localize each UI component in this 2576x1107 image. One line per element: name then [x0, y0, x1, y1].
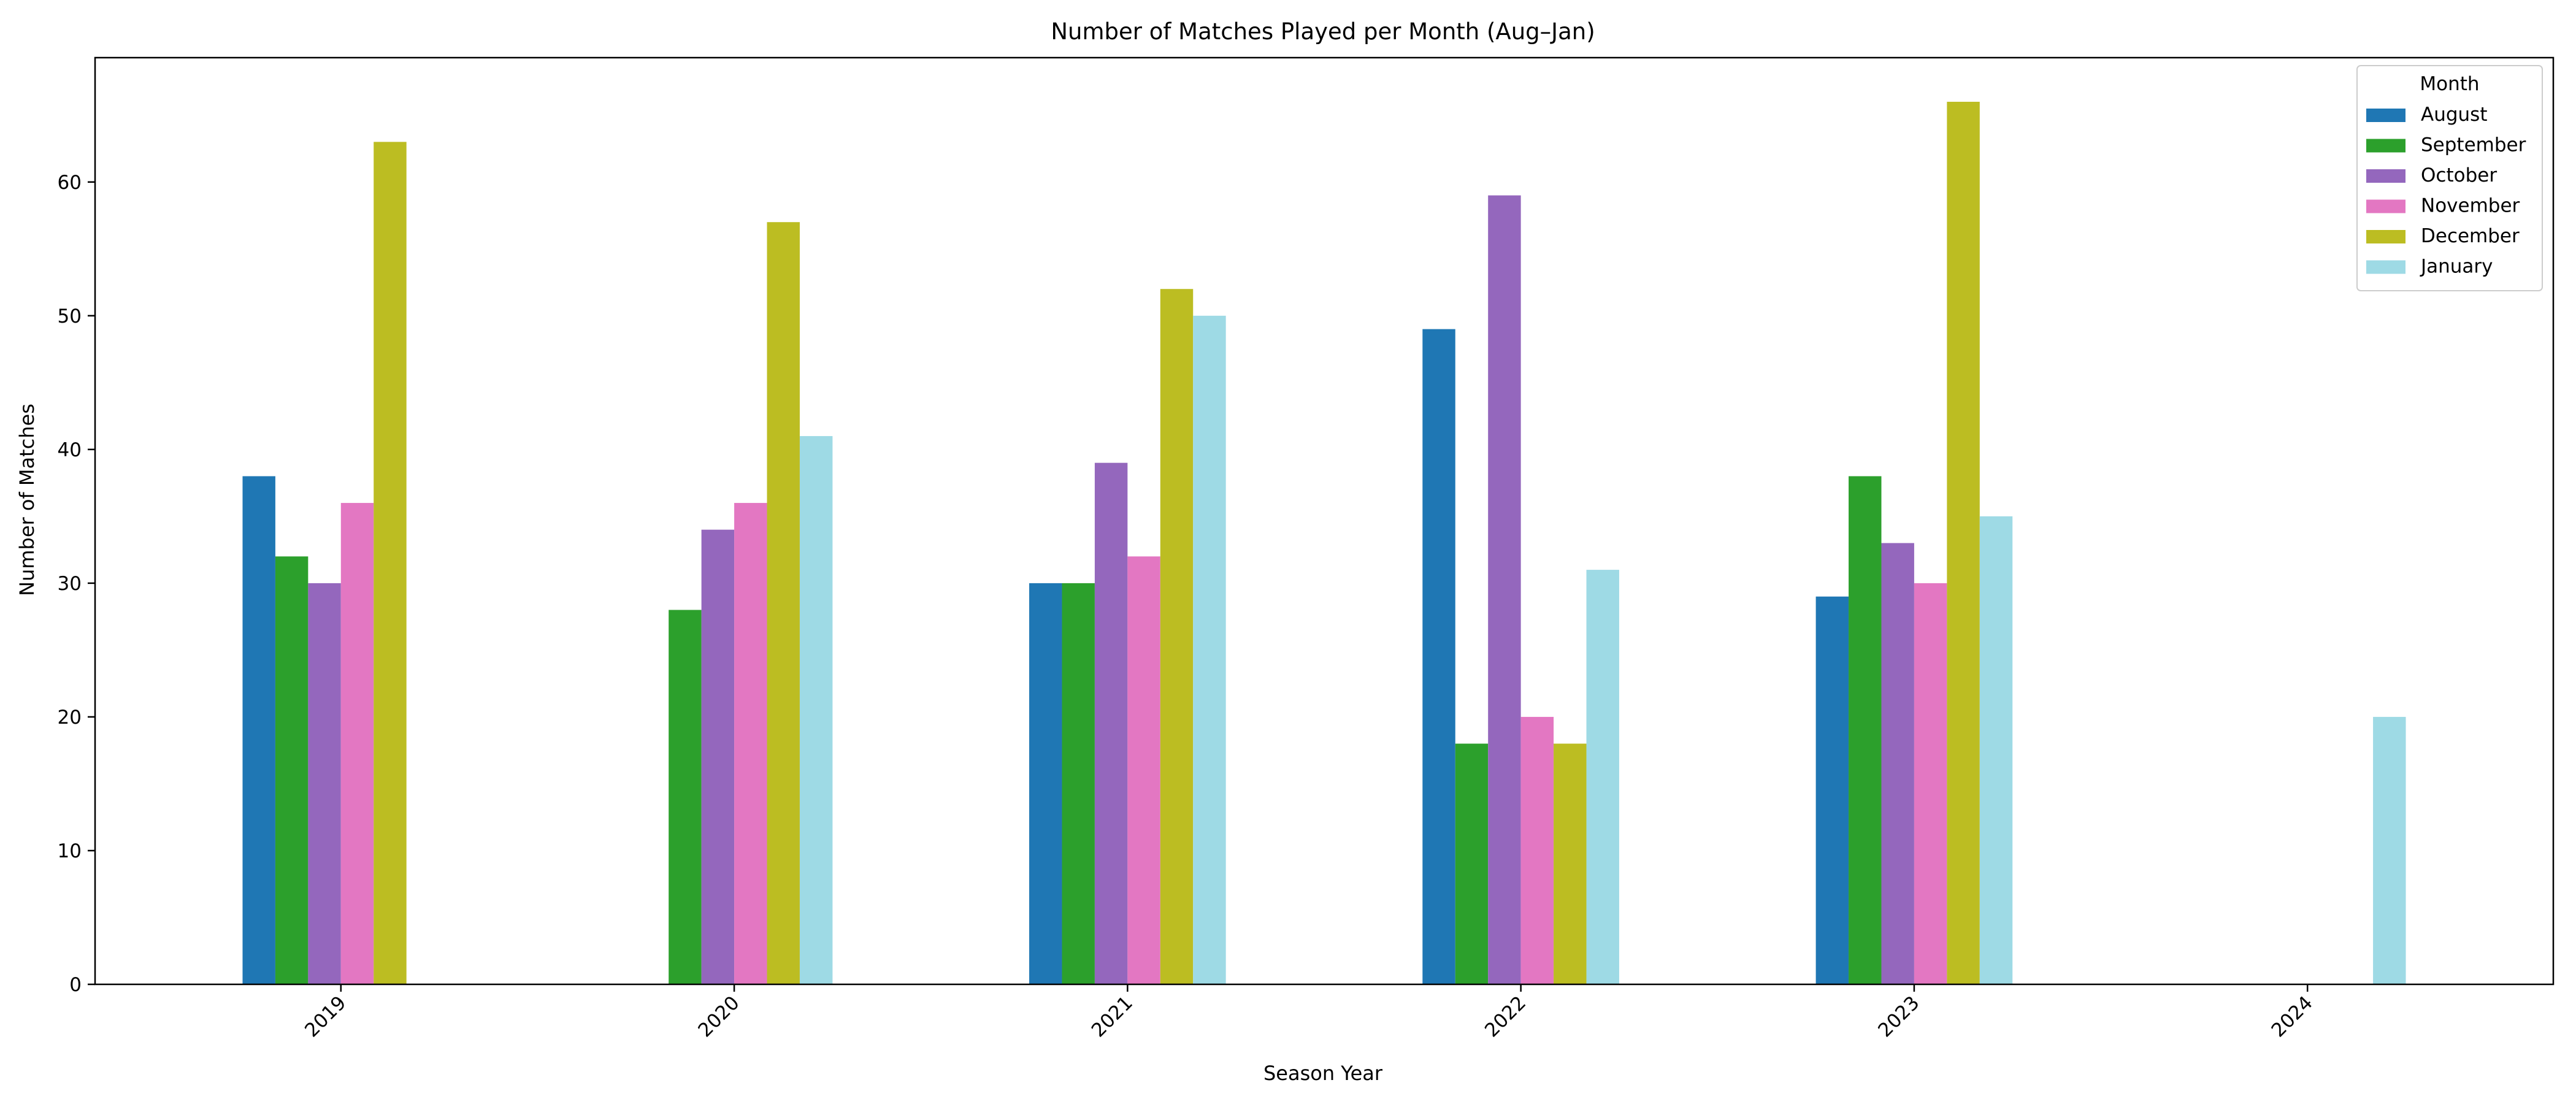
- bar-august-2022: [1422, 329, 1455, 984]
- x-tick-label: 2023: [1874, 992, 1923, 1041]
- bar-december-2021: [1160, 289, 1194, 985]
- bar-january-2020: [799, 436, 833, 984]
- x-tick-label: 2021: [1087, 992, 1137, 1041]
- bar-november-2020: [734, 503, 767, 984]
- legend-title: Month: [2420, 73, 2479, 95]
- bar-december-2022: [1554, 743, 1587, 984]
- bar-august-2021: [1029, 583, 1062, 984]
- legend-swatch-october: [2366, 169, 2405, 183]
- bar-september-2022: [1455, 743, 1489, 984]
- legend-swatch-january: [2366, 260, 2405, 274]
- legend: Month August September October November Decem…: [2356, 65, 2543, 291]
- bar-october-2021: [1094, 462, 1128, 984]
- bar-november-2023: [1914, 583, 1947, 984]
- bar-august-2023: [1815, 596, 1849, 984]
- bar-january-2024: [2373, 716, 2406, 984]
- bar-september-2020: [669, 610, 702, 984]
- x-tick-label: 2022: [1481, 992, 1530, 1041]
- x-axis-label: Season Year: [1263, 1062, 1383, 1085]
- bar-january-2023: [1979, 516, 2013, 984]
- x-tick-label: 2020: [694, 992, 743, 1041]
- bar-october-2022: [1488, 195, 1521, 985]
- bar-october-2019: [308, 583, 341, 984]
- y-tick-label: 30: [58, 573, 82, 595]
- legend-label-september: September: [2421, 134, 2526, 156]
- plot-frame: [94, 56, 2555, 986]
- chart-title: Number of Matches Played per Month (Aug–…: [1051, 18, 1595, 45]
- legend-swatch-august: [2366, 109, 2405, 122]
- legend-label-december: December: [2421, 225, 2520, 247]
- legend-label-august: August: [2421, 104, 2488, 126]
- bar-august-2019: [242, 476, 275, 984]
- bar-october-2020: [701, 529, 735, 984]
- bar-october-2023: [1881, 543, 1914, 984]
- legend-label-october: October: [2421, 164, 2497, 186]
- bar-december-2023: [1947, 101, 1980, 985]
- bar-december-2020: [767, 222, 800, 985]
- y-tick-label: 50: [58, 305, 82, 328]
- y-tick-label: 60: [58, 172, 82, 194]
- y-tick-label: 0: [69, 974, 82, 996]
- bar-november-2019: [340, 503, 374, 984]
- axes-layer: 0 10 20 30 40 50 60 2019 2020 2021 2022 2023 2024: [58, 56, 2555, 1041]
- y-tick-label: 20: [58, 707, 82, 729]
- legend-swatch-december: [2366, 230, 2405, 243]
- bar-september-2021: [1062, 583, 1095, 984]
- bar-september-2023: [1849, 476, 1882, 984]
- bar-december-2019: [374, 142, 407, 985]
- bar-november-2021: [1127, 556, 1160, 984]
- bar-november-2022: [1520, 716, 1554, 984]
- y-axis-label: Number of Matches: [15, 404, 39, 596]
- x-tick-label: 2019: [301, 992, 350, 1041]
- bars-layer: [242, 101, 2406, 985]
- y-tick-label: 40: [58, 439, 82, 461]
- legend-label-november: November: [2421, 195, 2520, 217]
- bar-september-2019: [275, 556, 309, 984]
- y-tick-label: 10: [58, 840, 82, 862]
- legend-swatch-september: [2366, 139, 2405, 153]
- bar-january-2021: [1193, 315, 1226, 984]
- bar-january-2022: [1586, 570, 1619, 984]
- legend-label-january: January: [2420, 256, 2493, 278]
- legend-swatch-november: [2366, 199, 2405, 213]
- x-tick-label: 2024: [2267, 992, 2317, 1041]
